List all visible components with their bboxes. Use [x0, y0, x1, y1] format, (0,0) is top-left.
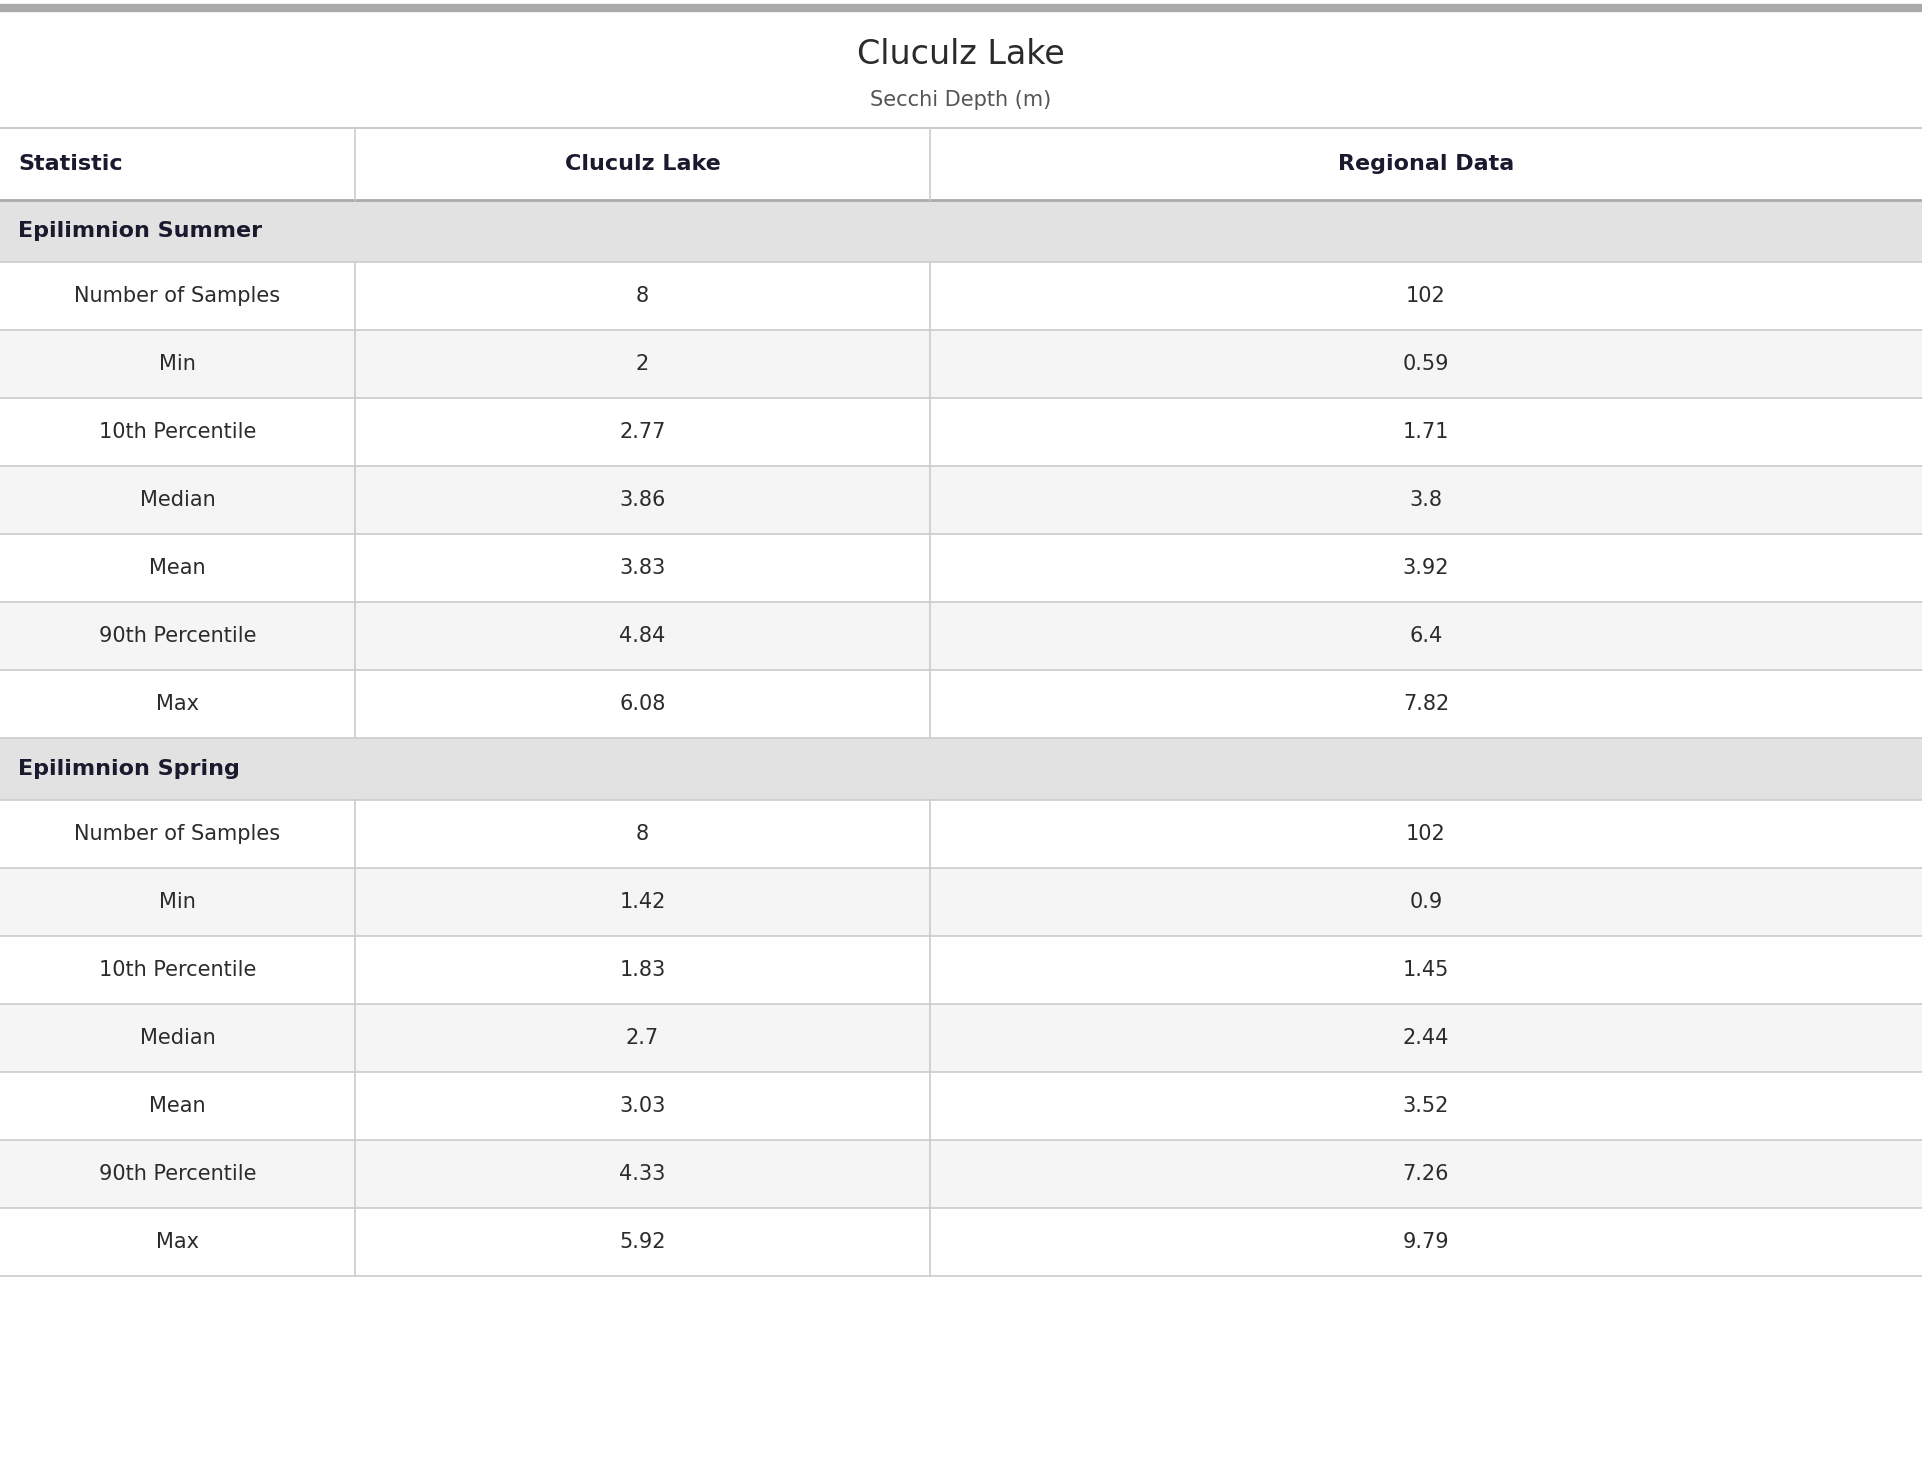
- Bar: [0, 936, 1922, 1004]
- Bar: [0, 800, 1922, 869]
- Text: 9.79: 9.79: [1403, 1232, 1449, 1253]
- Text: 3.86: 3.86: [619, 491, 665, 510]
- Bar: [0, 200, 1922, 261]
- Text: Secchi Depth (m): Secchi Depth (m): [871, 91, 1051, 110]
- Text: 1.71: 1.71: [1403, 422, 1449, 442]
- Bar: [0, 737, 1922, 800]
- Text: 4.84: 4.84: [619, 626, 665, 645]
- Text: Median: Median: [140, 491, 215, 510]
- Text: 1.42: 1.42: [619, 892, 665, 912]
- Bar: [0, 602, 1922, 670]
- Text: Mean: Mean: [150, 1096, 206, 1115]
- Text: 3.52: 3.52: [1403, 1096, 1449, 1115]
- Text: Number of Samples: Number of Samples: [75, 823, 281, 844]
- Bar: [0, 128, 1922, 200]
- Bar: [0, 869, 1922, 936]
- Text: Mean: Mean: [150, 558, 206, 578]
- Bar: [0, 670, 1922, 737]
- Bar: [0, 1140, 1922, 1207]
- Text: Epilimnion Spring: Epilimnion Spring: [17, 759, 240, 780]
- Bar: [0, 330, 1922, 399]
- Text: 4.33: 4.33: [619, 1164, 665, 1184]
- Text: 8: 8: [636, 286, 650, 307]
- Text: Min: Min: [160, 892, 196, 912]
- Text: 2.44: 2.44: [1403, 1028, 1449, 1048]
- Text: 8: 8: [636, 823, 650, 844]
- Text: Min: Min: [160, 353, 196, 374]
- Text: 90th Percentile: 90th Percentile: [98, 626, 256, 645]
- Text: Statistic: Statistic: [17, 153, 123, 174]
- Text: Max: Max: [156, 694, 200, 714]
- Bar: [0, 1004, 1922, 1072]
- Text: 3.03: 3.03: [619, 1096, 665, 1115]
- Text: Cluculz Lake: Cluculz Lake: [857, 38, 1065, 72]
- Text: 2: 2: [636, 353, 650, 374]
- Text: 6.4: 6.4: [1409, 626, 1443, 645]
- Text: Max: Max: [156, 1232, 200, 1253]
- Text: 1.45: 1.45: [1403, 961, 1449, 980]
- Text: Cluculz Lake: Cluculz Lake: [565, 153, 721, 174]
- Bar: [0, 1072, 1922, 1140]
- Text: Regional Data: Regional Data: [1338, 153, 1515, 174]
- Text: 102: 102: [1407, 286, 1445, 307]
- Bar: [0, 1207, 1922, 1276]
- Text: 3.83: 3.83: [619, 558, 665, 578]
- Text: 0.59: 0.59: [1403, 353, 1449, 374]
- Text: 5.92: 5.92: [619, 1232, 665, 1253]
- Text: 6.08: 6.08: [619, 694, 665, 714]
- Text: 10th Percentile: 10th Percentile: [98, 422, 256, 442]
- Text: 10th Percentile: 10th Percentile: [98, 961, 256, 980]
- Bar: [0, 261, 1922, 330]
- Text: 7.26: 7.26: [1403, 1164, 1449, 1184]
- Text: 102: 102: [1407, 823, 1445, 844]
- Text: 90th Percentile: 90th Percentile: [98, 1164, 256, 1184]
- Bar: [0, 466, 1922, 534]
- Text: 7.82: 7.82: [1403, 694, 1449, 714]
- Text: 1.83: 1.83: [619, 961, 665, 980]
- Text: 2.7: 2.7: [627, 1028, 659, 1048]
- Text: Median: Median: [140, 1028, 215, 1048]
- Bar: [0, 534, 1922, 602]
- Bar: [0, 399, 1922, 466]
- Text: 2.77: 2.77: [619, 422, 665, 442]
- Text: Number of Samples: Number of Samples: [75, 286, 281, 307]
- Text: Epilimnion Summer: Epilimnion Summer: [17, 220, 261, 241]
- Text: 3.92: 3.92: [1403, 558, 1449, 578]
- Text: 0.9: 0.9: [1409, 892, 1443, 912]
- Text: 3.8: 3.8: [1409, 491, 1443, 510]
